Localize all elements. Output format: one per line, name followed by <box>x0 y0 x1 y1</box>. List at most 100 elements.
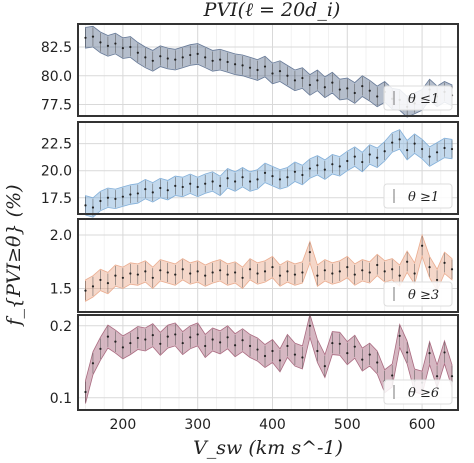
data-point <box>301 356 304 359</box>
data-point <box>420 244 424 247</box>
data-point <box>353 273 356 276</box>
data-point <box>256 178 259 181</box>
data-point <box>443 261 446 264</box>
data-point <box>121 195 124 198</box>
data-point <box>368 271 371 274</box>
data-point <box>159 186 162 190</box>
data-point <box>376 156 379 159</box>
data-point <box>301 173 304 177</box>
data-point <box>331 272 334 275</box>
data-point <box>383 150 386 153</box>
legend: θ ≤1 <box>383 85 453 111</box>
data-point <box>226 177 229 180</box>
data-point <box>323 86 326 89</box>
panels: 77.5 80.0 82.5 θ ≤1 17.5 20.0 22.5 θ ≥1 1.5 2.0 θ … <box>41 23 459 433</box>
x-tick-label: 200 <box>110 417 137 433</box>
data-point <box>293 79 297 82</box>
data-point <box>166 189 169 192</box>
data-point <box>346 352 349 355</box>
data-point <box>308 83 311 87</box>
y-tick-label: 1.5 <box>50 281 72 297</box>
data-point <box>226 273 229 276</box>
data-point <box>136 192 139 195</box>
data-point <box>361 269 364 272</box>
data-point <box>174 58 177 61</box>
data-point <box>308 167 311 170</box>
data-point <box>129 193 132 196</box>
y-tick-label: 17.5 <box>41 191 72 207</box>
legend-box <box>383 379 453 405</box>
data-point <box>323 168 326 171</box>
data-point <box>406 260 409 263</box>
data-point <box>114 340 117 343</box>
data-point <box>166 57 169 60</box>
data-point <box>99 347 102 350</box>
data-point <box>278 178 282 181</box>
data-point <box>211 338 214 341</box>
data-point <box>443 146 446 150</box>
data-point <box>99 278 102 282</box>
confidence-band <box>85 129 453 218</box>
data-point <box>428 155 431 158</box>
data-point <box>248 344 252 348</box>
data-point <box>286 74 289 77</box>
data-point <box>99 199 102 203</box>
y-tick-label: 22.5 <box>41 137 72 153</box>
data-point <box>91 35 95 38</box>
data-point <box>233 271 237 274</box>
data-point <box>361 85 364 88</box>
data-point <box>391 141 394 144</box>
data-point <box>308 324 311 327</box>
data-point <box>211 59 214 62</box>
x-tick-label: 300 <box>184 417 211 433</box>
data-point <box>114 197 117 200</box>
x-axis-label: V_sw (km s^-1) <box>193 437 343 459</box>
data-point <box>398 138 401 141</box>
data-point <box>450 375 454 378</box>
data-point <box>204 182 207 185</box>
data-point <box>129 272 132 275</box>
data-point <box>323 269 326 272</box>
data-point <box>196 270 199 273</box>
data-point <box>286 176 289 179</box>
data-point <box>241 176 244 179</box>
legend-label: θ ≥1 <box>408 190 439 205</box>
panel-frame <box>77 121 459 215</box>
data-point <box>391 268 394 271</box>
data-point <box>129 341 132 345</box>
y-tick-label: 2.0 <box>50 228 72 244</box>
legend: θ ≥3 <box>383 281 453 307</box>
data-point <box>211 180 214 183</box>
data-point <box>271 266 274 269</box>
data-point <box>286 344 289 348</box>
data-point <box>338 165 341 168</box>
x-tick-label: 500 <box>334 417 361 433</box>
data-point <box>346 266 349 269</box>
data-point <box>241 276 244 279</box>
data-point <box>248 268 252 271</box>
data-point <box>219 269 222 272</box>
data-point <box>361 160 364 164</box>
data-point <box>84 204 87 207</box>
data-point <box>308 251 311 254</box>
data-point <box>413 272 416 275</box>
data-point <box>99 41 102 44</box>
y-axis-label: f_{PVI≥θ} (%) <box>3 185 25 328</box>
data-point <box>144 56 147 59</box>
data-point <box>166 271 169 274</box>
data-point <box>420 147 424 151</box>
data-point <box>263 65 267 68</box>
y-tick-label: 0.2 <box>50 319 72 335</box>
data-point <box>443 351 446 354</box>
data-point <box>256 272 259 275</box>
panel-4: 0.1 0.2 θ ≥6 <box>50 312 459 411</box>
data-point <box>219 341 222 344</box>
legend: θ ≥1 <box>383 183 453 209</box>
legend-box <box>383 85 453 111</box>
data-point <box>181 185 184 189</box>
data-point <box>316 349 319 353</box>
data-point <box>233 180 237 183</box>
data-point <box>435 375 439 378</box>
data-point <box>323 364 326 368</box>
